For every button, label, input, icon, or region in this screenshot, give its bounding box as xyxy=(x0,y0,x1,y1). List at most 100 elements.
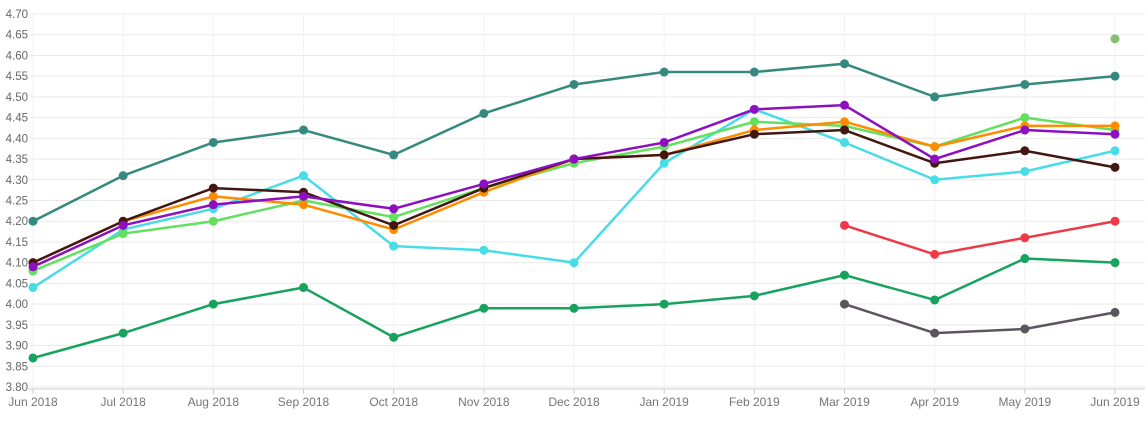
data-point-teal[interactable] xyxy=(749,67,759,77)
data-point-purple[interactable] xyxy=(208,200,218,210)
x-axis-label: Jan 2019 xyxy=(639,395,689,409)
y-axis-label: 3.90 xyxy=(6,341,28,353)
data-point-purple[interactable] xyxy=(1110,129,1120,139)
data-point-red[interactable] xyxy=(1020,233,1030,243)
y-axis-label: 3.80 xyxy=(6,382,28,394)
data-point-teal[interactable] xyxy=(28,216,38,226)
data-point-purple[interactable] xyxy=(659,137,669,147)
data-point-emerald[interactable] xyxy=(28,353,38,363)
x-axis-label: Apr 2019 xyxy=(910,395,959,409)
data-point-teal[interactable] xyxy=(1110,71,1120,81)
data-point-teal[interactable] xyxy=(299,125,308,135)
data-point-orange[interactable] xyxy=(840,117,849,127)
data-point-teal[interactable] xyxy=(118,171,128,181)
y-axis-label: 4.20 xyxy=(6,216,28,228)
data-point-red[interactable] xyxy=(840,220,849,230)
y-axis-label: 3.85 xyxy=(6,361,28,373)
data-point-cyan[interactable] xyxy=(569,258,579,268)
data-point-gray[interactable] xyxy=(840,299,849,309)
y-axis-label: 4.25 xyxy=(6,196,28,208)
data-point-emerald[interactable] xyxy=(749,291,759,301)
data-point-cyan[interactable] xyxy=(1020,166,1030,176)
data-point-teal[interactable] xyxy=(1020,79,1030,89)
data-point-dark-brown[interactable] xyxy=(208,183,218,193)
data-point-dark-brown[interactable] xyxy=(659,150,669,160)
y-axis-label: 4.40 xyxy=(6,133,28,145)
data-point-gray[interactable] xyxy=(930,328,940,338)
data-point-cyan[interactable] xyxy=(389,241,399,251)
data-point-purple[interactable] xyxy=(840,100,849,110)
data-point-gray[interactable] xyxy=(1020,324,1030,334)
data-point-purple[interactable] xyxy=(749,104,759,114)
data-point-red[interactable] xyxy=(930,249,940,259)
data-point-orange[interactable] xyxy=(1110,121,1120,131)
data-point-teal[interactable] xyxy=(389,150,399,160)
data-point-purple[interactable] xyxy=(28,262,38,272)
data-point-red[interactable] xyxy=(1110,216,1120,226)
data-point-emerald[interactable] xyxy=(1110,258,1120,268)
data-point-light-green[interactable] xyxy=(118,229,128,239)
data-point-light-olive[interactable] xyxy=(1110,34,1120,44)
y-axis-label: 4.55 xyxy=(6,71,28,83)
data-point-teal[interactable] xyxy=(208,137,218,147)
data-point-teal[interactable] xyxy=(930,92,940,102)
data-point-light-green[interactable] xyxy=(1020,113,1030,123)
y-axis-label: 3.95 xyxy=(6,320,28,332)
data-point-cyan[interactable] xyxy=(840,137,849,147)
data-point-dark-brown[interactable] xyxy=(749,129,759,139)
data-point-cyan[interactable] xyxy=(299,171,308,181)
data-point-light-green[interactable] xyxy=(208,216,218,226)
data-point-cyan[interactable] xyxy=(659,158,669,168)
data-point-purple[interactable] xyxy=(118,220,128,230)
x-axis-label: Aug 2018 xyxy=(188,395,240,409)
data-point-orange[interactable] xyxy=(930,142,940,152)
x-axis-label: Mar 2019 xyxy=(819,395,870,409)
data-point-emerald[interactable] xyxy=(930,295,940,305)
y-axis-label: 4.50 xyxy=(6,92,28,104)
data-point-cyan[interactable] xyxy=(930,175,940,185)
data-point-light-green[interactable] xyxy=(389,212,399,222)
series-line-gray[interactable] xyxy=(843,302,1117,335)
data-point-purple[interactable] xyxy=(299,191,308,201)
x-axis-label: Sep 2018 xyxy=(278,395,330,409)
data-point-purple[interactable] xyxy=(930,154,940,164)
data-point-teal[interactable] xyxy=(840,59,849,69)
data-point-orange[interactable] xyxy=(208,191,218,201)
y-axis-label: 4.35 xyxy=(6,154,28,166)
data-point-emerald[interactable] xyxy=(840,270,849,280)
data-point-dark-brown[interactable] xyxy=(1020,146,1030,156)
series-line-red[interactable] xyxy=(843,219,1117,256)
y-axis-label: 4.15 xyxy=(6,237,28,249)
data-point-purple[interactable] xyxy=(569,154,579,164)
data-point-light-green[interactable] xyxy=(749,117,759,127)
y-axis-label: 4.60 xyxy=(6,50,28,62)
y-axis-label: 4.05 xyxy=(6,278,28,290)
data-point-purple[interactable] xyxy=(1020,125,1030,135)
data-point-emerald[interactable] xyxy=(569,303,579,313)
data-point-cyan[interactable] xyxy=(1110,146,1120,156)
data-point-cyan[interactable] xyxy=(28,283,38,293)
data-point-emerald[interactable] xyxy=(118,328,128,338)
data-point-teal[interactable] xyxy=(569,79,579,89)
data-point-gray[interactable] xyxy=(1110,307,1120,317)
y-axis-label: 4.70 xyxy=(6,9,28,21)
data-point-emerald[interactable] xyxy=(479,303,489,313)
data-point-emerald[interactable] xyxy=(389,332,399,342)
data-point-teal[interactable] xyxy=(479,108,489,118)
data-point-cyan[interactable] xyxy=(479,245,489,255)
data-point-dark-brown[interactable] xyxy=(1110,162,1120,172)
data-point-teal[interactable] xyxy=(659,67,669,77)
data-point-emerald[interactable] xyxy=(208,299,218,309)
data-point-orange[interactable] xyxy=(299,200,308,210)
data-point-dark-brown[interactable] xyxy=(389,220,399,230)
data-point-emerald[interactable] xyxy=(1020,254,1030,264)
data-point-dark-brown[interactable] xyxy=(840,125,849,135)
data-point-emerald[interactable] xyxy=(299,283,308,293)
data-point-purple[interactable] xyxy=(389,204,399,214)
data-point-emerald[interactable] xyxy=(659,299,669,309)
data-point-purple[interactable] xyxy=(479,179,489,189)
y-axis-label: 4.00 xyxy=(6,299,28,311)
x-axis-label: Nov 2018 xyxy=(458,395,510,409)
